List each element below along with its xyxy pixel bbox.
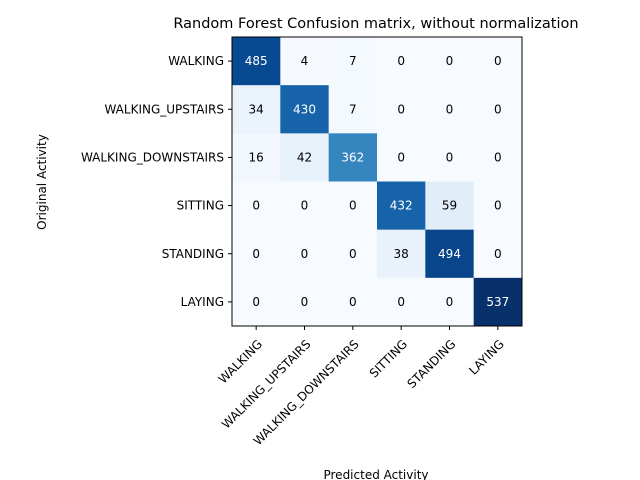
cell-value-label: 362 xyxy=(341,150,364,164)
heatmap-cell xyxy=(425,181,475,231)
cell-value-label: 0 xyxy=(397,102,405,116)
heatmap-cell xyxy=(328,133,378,182)
heatmap-cell xyxy=(280,133,330,182)
cell-value-label: 0 xyxy=(252,247,260,261)
heatmap-cell xyxy=(232,133,281,182)
cell-value-label: 0 xyxy=(446,150,454,164)
x-axis-label: Predicted Activity xyxy=(323,468,428,480)
heatmap-cell xyxy=(377,85,426,134)
heatmap-cell xyxy=(473,181,523,231)
heatmap-cell xyxy=(425,133,475,182)
heatmap-cell xyxy=(377,229,426,279)
heatmap-cell xyxy=(473,133,523,182)
heatmap-cell xyxy=(232,277,281,327)
cell-value-label: 38 xyxy=(394,247,409,261)
y-tick-label: SITTING xyxy=(177,199,224,213)
heatmap-cell xyxy=(232,229,281,279)
heatmap-cell xyxy=(473,85,523,134)
heatmap-cells xyxy=(232,37,523,327)
heatmap-cell xyxy=(377,181,426,231)
x-axis-ticks: WALKINGWALKING_UPSTAIRSWALKING_DOWNSTAIR… xyxy=(216,326,507,448)
cell-value-label: 0 xyxy=(301,247,309,261)
heatmap-cell xyxy=(425,277,475,327)
heatmap-cell xyxy=(425,229,475,279)
y-axis-ticks: WALKING WALKING_UPSTAIRS WALKING_DOWNSTAIR… xyxy=(81,54,232,309)
cell-value-label: 0 xyxy=(446,295,454,309)
y-tick-label: WALKING_UPSTAIRS xyxy=(104,102,224,116)
heatmap-cell xyxy=(280,229,330,279)
plot-frame xyxy=(231,36,523,327)
cell-value-label: 34 xyxy=(249,102,264,116)
heatmap-cell xyxy=(425,37,475,86)
y-axis-label: Original Activity xyxy=(35,134,49,230)
heatmap-cell xyxy=(473,277,523,327)
cell-value-label: 0 xyxy=(252,199,260,213)
cell-value-label: 16 xyxy=(249,150,264,164)
cell-value-label: 0 xyxy=(349,199,357,213)
cell-value-labels: 485 4 7 0 0 0 34 430 7 0 0 0 16 42 362 0 0 0 0 0 0 432 59 0 0 0 0 3… xyxy=(245,54,510,309)
cell-value-label: 0 xyxy=(301,295,309,309)
heatmap-cell xyxy=(280,277,330,327)
cell-value-label: 7 xyxy=(349,54,357,68)
heatmap-cell xyxy=(328,37,378,86)
cell-value-label: 0 xyxy=(446,102,454,116)
cell-value-label: 0 xyxy=(494,54,502,68)
heatmap-cell xyxy=(473,37,523,86)
cell-value-label: 0 xyxy=(494,150,502,164)
cell-value-label: 494 xyxy=(438,247,461,261)
cell-value-label: 0 xyxy=(494,247,502,261)
cell-value-label: 42 xyxy=(297,150,312,164)
cell-value-label: 537 xyxy=(486,295,509,309)
cell-value-label: 0 xyxy=(349,295,357,309)
heatmap-cell xyxy=(377,37,426,86)
cell-value-label: 0 xyxy=(494,102,502,116)
heatmap-cell xyxy=(232,37,281,86)
cell-value-label: 59 xyxy=(442,199,457,213)
cell-value-label: 485 xyxy=(245,54,268,68)
cell-value-label: 7 xyxy=(349,102,357,116)
heatmap-cell xyxy=(232,85,281,134)
x-tick-label: LAYING xyxy=(466,337,507,378)
cell-value-label: 0 xyxy=(252,295,260,309)
heatmap-cell xyxy=(280,37,330,86)
x-tick-label: STANDING xyxy=(405,337,459,391)
cell-value-label: 430 xyxy=(293,102,316,116)
chart-title: Random Forest Confusion matrix, without … xyxy=(173,16,578,32)
x-tick-label: WALKING_UPSTAIRS xyxy=(219,337,313,431)
heatmap-cell xyxy=(328,277,378,327)
y-tick-label: WALKING xyxy=(168,54,224,68)
heatmap-cell xyxy=(328,181,378,231)
heatmap-cell xyxy=(425,85,475,134)
y-tick-label: LAYING xyxy=(181,295,224,309)
heatmap-cell xyxy=(328,229,378,279)
x-tick-label: SITTING xyxy=(367,337,410,380)
cell-value-label: 0 xyxy=(349,247,357,261)
y-tick-label: STANDING xyxy=(162,247,224,261)
heatmap-cell xyxy=(280,85,330,134)
y-tick-label: WALKING_DOWNSTAIRS xyxy=(81,150,224,164)
cell-value-label: 0 xyxy=(397,54,405,68)
heatmap-cell xyxy=(280,181,330,231)
cell-value-label: 0 xyxy=(301,199,309,213)
x-tick-label: WALKING xyxy=(216,337,265,386)
cell-value-label: 0 xyxy=(494,199,502,213)
cell-value-label: 0 xyxy=(397,150,405,164)
heatmap-cell xyxy=(232,181,281,231)
heatmap-cell xyxy=(473,229,523,279)
cell-value-label: 432 xyxy=(390,199,413,213)
cell-value-label: 4 xyxy=(301,54,309,68)
heatmap-cell xyxy=(377,277,426,327)
heatmap-cell xyxy=(328,85,378,134)
cell-value-label: 0 xyxy=(397,295,405,309)
cell-value-label: 0 xyxy=(446,54,454,68)
heatmap-cell xyxy=(377,133,426,182)
